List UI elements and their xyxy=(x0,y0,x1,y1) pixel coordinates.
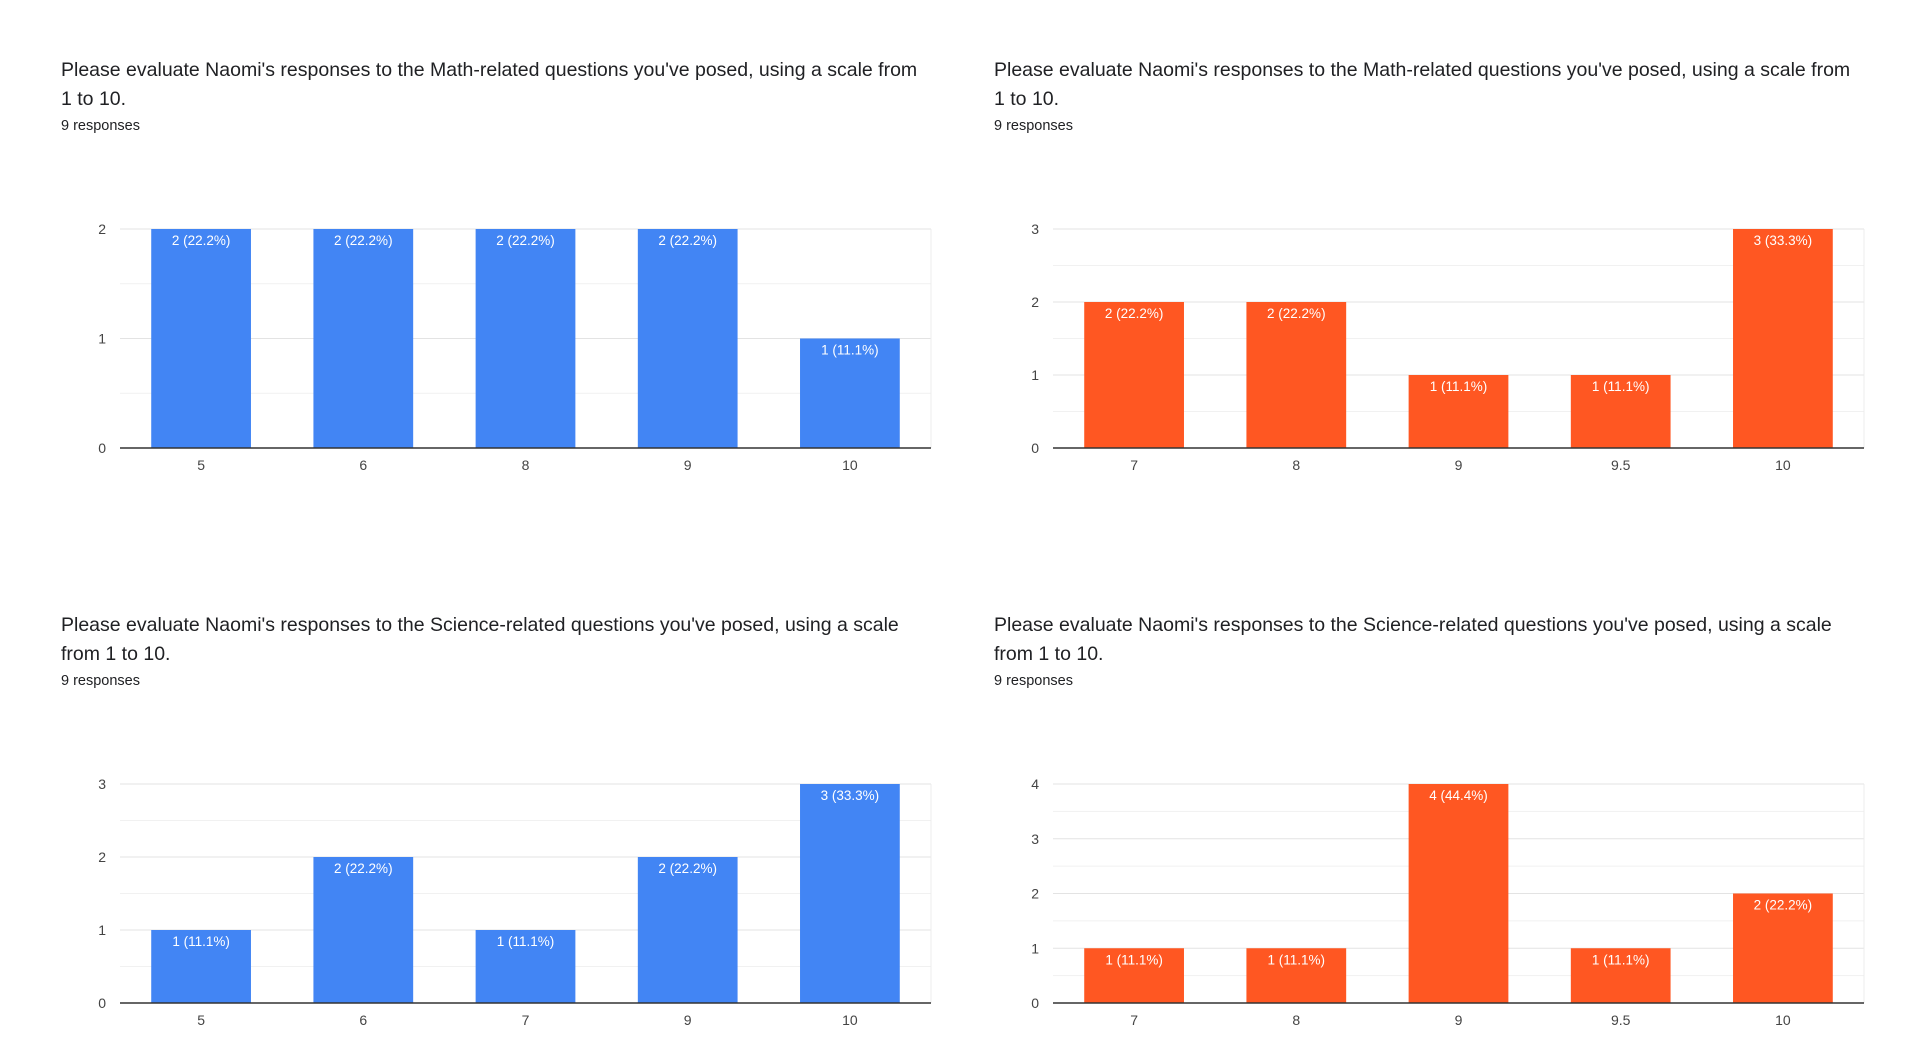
bar xyxy=(475,930,576,1003)
bar-data-label: 1 (11.1%) xyxy=(1105,952,1163,967)
chart-svg: 0 1 2 3 4 1 (11.1%) 7 1 (11.1%) 8 4 (44.4%) 9 1 (11… xyxy=(1031,776,1865,1028)
question-title: Please evaluate Naomi's responses to the… xyxy=(61,59,918,110)
x-tick-label: 7 xyxy=(1130,1012,1138,1028)
y-tick-label: 3 xyxy=(1031,831,1039,847)
bar-data-label: 2 (22.2%) xyxy=(658,233,717,248)
y-tick-label: 3 xyxy=(98,776,106,792)
question-card-science-2: Please evaluate Naomi's responses to the… xyxy=(994,611,1894,1061)
bar-data-label: 2 (22.2%) xyxy=(1105,306,1164,321)
bar-chart: 0 1 2 3 2 (22.2%) 7 2 (22.2%) 8 1 (11.1%) 9 1 (11.… xyxy=(994,156,1894,506)
x-tick-label: 8 xyxy=(1292,457,1300,473)
bar-chart: 0 1 2 3 4 1 (11.1%) 7 1 (11.1%) 8 4 (44.4%) 9 1 (11… xyxy=(994,711,1894,1061)
bar xyxy=(151,930,251,1003)
x-tick-label: 8 xyxy=(522,457,530,473)
y-tick-label: 1 xyxy=(98,922,106,938)
bar-data-label: 3 (33.3%) xyxy=(1754,233,1813,248)
y-tick-label: 2 xyxy=(1031,886,1039,902)
y-tick-label: 2 xyxy=(98,221,106,237)
bar-data-label: 2 (22.2%) xyxy=(1267,306,1326,321)
bar-data-label: 3 (33.3%) xyxy=(821,788,880,803)
bar xyxy=(313,229,414,448)
bar xyxy=(637,857,738,1003)
bar xyxy=(1733,893,1833,1003)
bar-data-label: 1 (11.1%) xyxy=(1592,952,1650,967)
bar xyxy=(800,338,900,448)
bar-chart: 0 1 2 2 (22.2%) 5 2 (22.2%) 6 2 (22.2%) 8 2 (22.2… xyxy=(61,156,961,506)
bar-data-label: 1 (11.1%) xyxy=(1268,952,1326,967)
y-tick-label: 4 xyxy=(1031,776,1039,792)
y-tick-label: 0 xyxy=(1031,995,1039,1011)
bar-data-label: 2 (22.2%) xyxy=(334,861,393,876)
question-card-science-1: Please evaluate Naomi's responses to the… xyxy=(61,611,961,1061)
bar-data-label: 1 (11.1%) xyxy=(172,934,230,949)
bar-data-label: 4 (44.4%) xyxy=(1429,788,1488,803)
bar xyxy=(475,229,576,448)
question-card-math-1: Please evaluate Naomi's responses to the… xyxy=(61,56,961,506)
bar-data-label: 2 (22.2%) xyxy=(1754,898,1813,913)
bar-data-label: 2 (22.2%) xyxy=(658,861,717,876)
question-title: Please evaluate Naomi's responses to the… xyxy=(994,614,1832,665)
bar xyxy=(1570,948,1671,1003)
x-tick-label: 7 xyxy=(1130,457,1138,473)
chart-svg: 0 1 2 3 2 (22.2%) 7 2 (22.2%) 8 1 (11.1%) 9 1 (11.… xyxy=(1031,221,1865,473)
response-count: 9 responses xyxy=(61,118,140,134)
bar-data-label: 1 (11.1%) xyxy=(821,343,879,358)
y-tick-label: 1 xyxy=(1031,367,1039,383)
x-tick-label: 6 xyxy=(359,457,367,473)
x-tick-label: 9 xyxy=(684,457,692,473)
response-count: 9 responses xyxy=(994,673,1073,689)
bar xyxy=(1246,302,1347,448)
y-tick-label: 3 xyxy=(1031,221,1039,237)
x-tick-label: 9.5 xyxy=(1611,457,1631,473)
bar xyxy=(313,857,414,1003)
bar xyxy=(1408,784,1509,1003)
y-tick-label: 0 xyxy=(98,995,106,1011)
x-tick-label: 10 xyxy=(1775,1012,1791,1028)
bar-data-label: 2 (22.2%) xyxy=(496,233,555,248)
chart-svg: 0 1 2 3 1 (11.1%) 5 2 (22.2%) 6 1 (11.1%) 7 2 (22.… xyxy=(98,776,932,1028)
x-tick-label: 9.5 xyxy=(1611,1012,1631,1028)
bar xyxy=(1084,302,1184,448)
bar-data-label: 1 (11.1%) xyxy=(1430,379,1488,394)
y-tick-label: 0 xyxy=(98,440,106,456)
bar xyxy=(1408,375,1509,448)
bar-data-label: 2 (22.2%) xyxy=(172,233,231,248)
chart-svg: 0 1 2 2 (22.2%) 5 2 (22.2%) 6 2 (22.2%) 8 2 (22.2… xyxy=(98,221,932,473)
question-title: Please evaluate Naomi's responses to the… xyxy=(61,614,899,665)
bar xyxy=(1570,375,1671,448)
response-count: 9 responses xyxy=(61,673,140,689)
y-tick-label: 1 xyxy=(98,331,106,347)
x-tick-label: 9 xyxy=(684,1012,692,1028)
bar-data-label: 1 (11.1%) xyxy=(1592,379,1650,394)
x-tick-label: 5 xyxy=(197,457,205,473)
bar-data-label: 2 (22.2%) xyxy=(334,233,393,248)
bar xyxy=(1733,229,1833,448)
bar xyxy=(1246,948,1347,1003)
bar xyxy=(151,229,251,448)
x-tick-label: 5 xyxy=(197,1012,205,1028)
x-tick-label: 6 xyxy=(359,1012,367,1028)
x-tick-label: 10 xyxy=(842,457,858,473)
x-tick-label: 9 xyxy=(1455,457,1463,473)
x-tick-label: 10 xyxy=(1775,457,1791,473)
bar-chart: 0 1 2 3 1 (11.1%) 5 2 (22.2%) 6 1 (11.1%) 7 2 (22.… xyxy=(61,711,961,1061)
response-count: 9 responses xyxy=(994,118,1073,134)
bar xyxy=(637,229,738,448)
x-tick-label: 8 xyxy=(1292,1012,1300,1028)
x-tick-label: 10 xyxy=(842,1012,858,1028)
x-tick-label: 7 xyxy=(522,1012,530,1028)
y-tick-label: 2 xyxy=(1031,294,1039,310)
y-tick-label: 1 xyxy=(1031,940,1039,956)
question-card-math-2: Please evaluate Naomi's responses to the… xyxy=(994,56,1894,506)
bar-data-label: 1 (11.1%) xyxy=(497,934,555,949)
x-tick-label: 9 xyxy=(1455,1012,1463,1028)
bar xyxy=(800,784,900,1003)
question-title: Please evaluate Naomi's responses to the… xyxy=(994,59,1851,110)
bar xyxy=(1084,948,1184,1003)
y-tick-label: 0 xyxy=(1031,440,1039,456)
y-tick-label: 2 xyxy=(98,849,106,865)
